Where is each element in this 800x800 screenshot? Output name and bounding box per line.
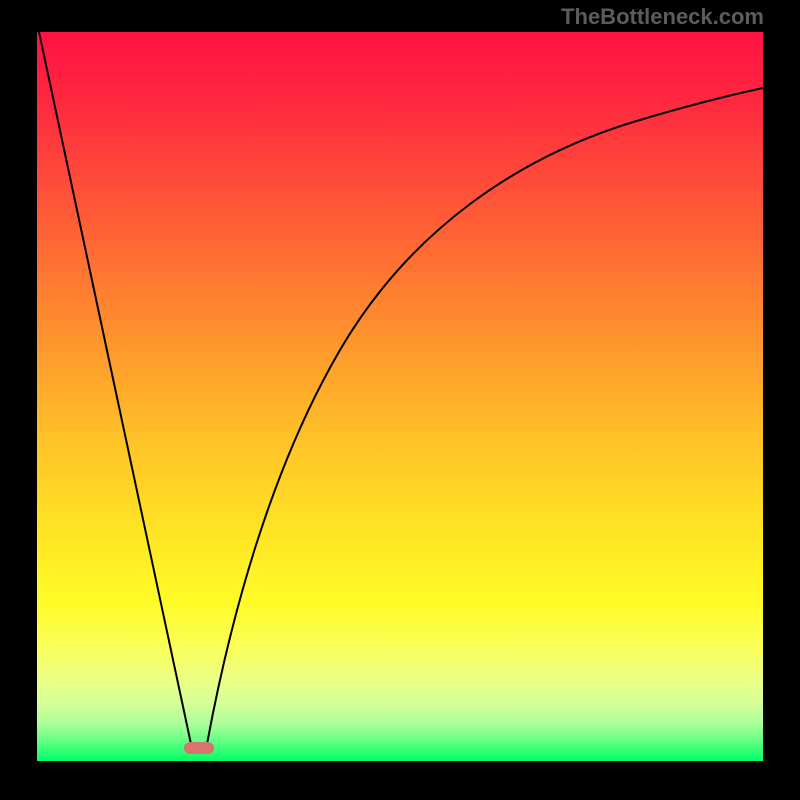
curve-layer — [37, 32, 763, 761]
plot-area — [37, 32, 763, 761]
watermark-text: TheBottleneck.com — [561, 4, 764, 30]
chart-container: TheBottleneck.com — [0, 0, 800, 800]
